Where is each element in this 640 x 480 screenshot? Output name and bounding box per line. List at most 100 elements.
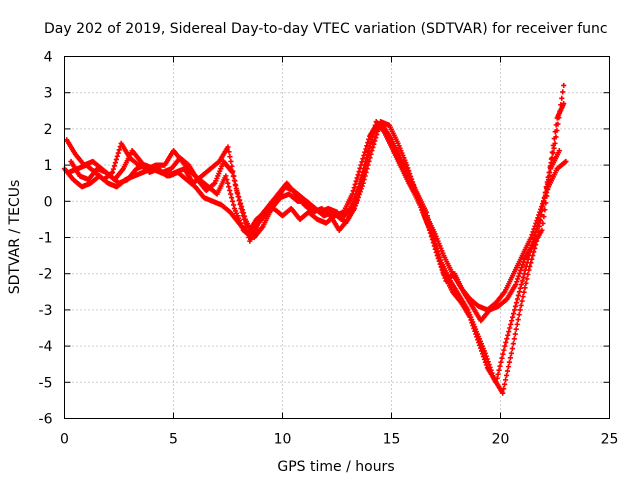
data-point: [229, 195, 235, 201]
data-point: [226, 149, 232, 155]
data-point: [237, 200, 244, 206]
data-point: [352, 181, 358, 188]
data-point: [240, 210, 247, 216]
data-point: [372, 138, 378, 144]
data-point: [474, 334, 480, 340]
data-point: [231, 173, 237, 179]
data-point: [364, 143, 370, 149]
data-point: [364, 151, 371, 157]
data-point: [354, 175, 360, 181]
data-point: [545, 186, 551, 192]
data-point: [115, 150, 121, 156]
data-point: [494, 375, 500, 381]
data-point: [514, 321, 520, 327]
y-tick-label: -3: [39, 303, 53, 319]
data-point: [366, 144, 373, 150]
data-point: [561, 100, 567, 107]
data-point: [506, 359, 513, 365]
data-point: [501, 347, 507, 353]
data-point: [112, 160, 118, 166]
data-point: [479, 348, 485, 354]
data-point: [542, 190, 549, 196]
data-point: [467, 314, 473, 320]
grid: [64, 56, 610, 419]
data-point: [514, 279, 520, 285]
data-point: [437, 261, 443, 267]
data-point: [228, 191, 234, 197]
data-point: [563, 158, 569, 165]
data-point: [533, 229, 539, 235]
data-point: [235, 191, 241, 197]
data-point: [512, 331, 518, 337]
data-point: [363, 146, 369, 152]
data-point: [428, 233, 435, 239]
data-point: [361, 152, 367, 159]
data-point: [227, 154, 233, 160]
data-point: [233, 183, 239, 189]
data-point: [481, 356, 488, 362]
data-point: [371, 126, 377, 132]
data-point: [234, 187, 240, 194]
data-point: [478, 345, 484, 351]
x-tick-label: 10: [274, 432, 292, 448]
data-point: [476, 339, 482, 346]
data-point: [500, 390, 506, 396]
data-point: [116, 147, 122, 153]
data-point: [504, 368, 511, 374]
series-track-3: [66, 100, 567, 385]
data-point: [426, 227, 433, 233]
data-point: [232, 178, 238, 184]
data-point: [507, 355, 514, 361]
data-point: [522, 267, 528, 273]
data-point: [469, 320, 475, 326]
data-point: [550, 142, 556, 148]
data-point: [552, 129, 558, 135]
data-point: [524, 260, 530, 266]
data-point: [510, 314, 516, 320]
data-point: [228, 158, 234, 165]
data-point: [496, 367, 502, 373]
data-point: [374, 131, 380, 138]
y-tick-label: -6: [39, 412, 53, 428]
x-axis-label: GPS time / hours: [277, 459, 394, 475]
data-point: [472, 328, 478, 334]
data-point: [493, 379, 499, 385]
series-track-1: [61, 122, 569, 313]
data-point: [561, 82, 567, 89]
data-point: [502, 377, 509, 383]
data-point: [509, 318, 515, 324]
data-point: [540, 220, 546, 227]
data-point: [360, 156, 366, 162]
data-point: [468, 317, 474, 323]
data-point: [432, 246, 438, 252]
data-point: [519, 262, 526, 268]
data-point: [482, 359, 489, 365]
data-point: [365, 148, 372, 154]
data-point: [539, 227, 545, 233]
data-point: [238, 203, 245, 210]
data-point: [477, 342, 483, 348]
data-point: [544, 193, 550, 199]
data-point: [540, 203, 546, 209]
data-point: [230, 198, 236, 204]
data-point: [360, 169, 366, 175]
data-point: [519, 278, 525, 284]
data-point: [480, 353, 487, 360]
x-tick-label: 15: [383, 432, 401, 448]
data-point: [239, 207, 246, 213]
data-point: [515, 292, 522, 299]
data-point: [507, 325, 513, 331]
data-point: [523, 263, 529, 270]
data-point: [536, 220, 542, 226]
data-point: [505, 364, 512, 370]
x-tick-label: 5: [169, 432, 178, 448]
data-point: [241, 213, 248, 219]
data-point: [229, 163, 235, 169]
data-point: [517, 270, 523, 276]
data-point: [429, 236, 436, 243]
data-point: [503, 372, 510, 379]
data-point: [356, 168, 362, 175]
data-point: [515, 316, 521, 323]
data-point: [518, 281, 524, 288]
y-tick-label: -5: [39, 375, 53, 391]
